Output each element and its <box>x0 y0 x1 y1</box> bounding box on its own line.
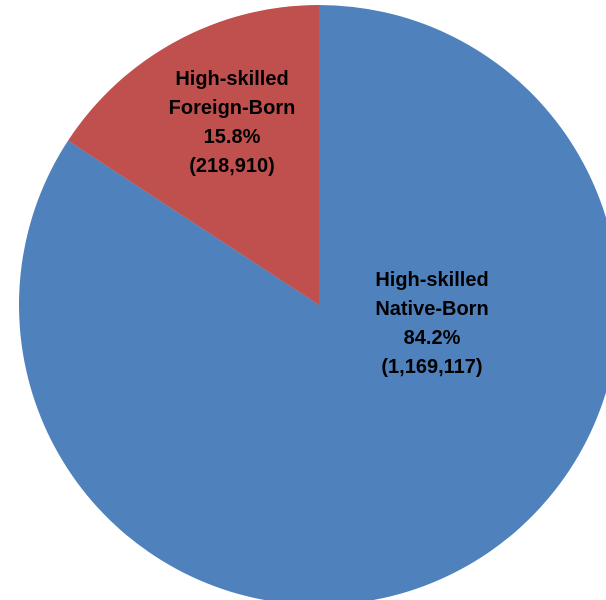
slice-label-line2-native-born: Native-Born <box>375 298 488 320</box>
pie-labels: High-skilled Native-Born 84.2% (1,169,117) H… <box>169 68 489 378</box>
slice-value-label-foreign-born: (218,910) <box>189 155 275 177</box>
pie-slices <box>19 5 606 600</box>
slice-label-line1-foreign-born: High-skilled <box>175 68 288 90</box>
pie-slice-foreign-born <box>68 5 320 305</box>
slice-percent-label-native-born: 84.2% <box>404 327 461 349</box>
slice-label-line1-native-born: High-skilled <box>375 269 488 291</box>
pie-slice-native-born <box>19 5 606 600</box>
slice-value-label-native-born: (1,169,117) <box>381 356 482 378</box>
slice-percent-label-foreign-born: 15.8% <box>204 126 261 148</box>
slice-label-line2-foreign-born: Foreign-Born <box>169 97 296 119</box>
